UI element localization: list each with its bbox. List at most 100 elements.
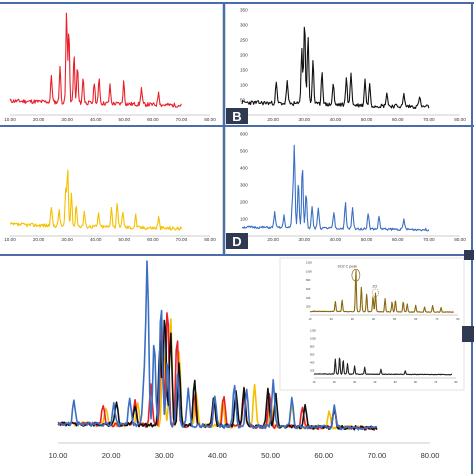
x-tick-label: 70.00: [367, 451, 386, 460]
y-tick-label: 500: [240, 149, 248, 154]
x-tick-label: 40.00: [90, 117, 102, 122]
x-tick-label: 80.00: [454, 237, 466, 242]
overlay-chart: 10.00 20.00 30.00 40.00 50.00 60.00 70.00 80.00: [49, 260, 440, 460]
series-line: [57, 260, 378, 431]
x-tick-label: 50: [394, 380, 397, 384]
x-tick-label: 30: [351, 317, 354, 321]
inset-f-chart: 10 20 30 40 50 60 70 80 200 400 600 800 1000 1200: [310, 329, 458, 385]
x-tick-label: 80.00: [421, 451, 440, 460]
x-tick-label: 70.00: [176, 237, 188, 242]
x-tick-label: 80: [455, 380, 458, 384]
x-tick-label: 50.00: [361, 117, 373, 122]
x-tick-label: 40.00: [330, 237, 342, 242]
x-tick-label: 50.00: [119, 117, 131, 122]
x-tick-label: 20: [330, 317, 333, 321]
x-tick-label: 20: [333, 380, 336, 384]
y-tick-label: 300: [240, 183, 248, 188]
x-tick-label: 50.00: [119, 237, 131, 242]
series-line: [309, 270, 454, 313]
x-tick-label: 20.00: [33, 237, 45, 242]
x-tick-label: 60: [414, 380, 417, 384]
inset-e-chart: 10 20 30 40 50 60 70 80 200 400 600 800 1000 1200 SO2 …: [306, 261, 460, 322]
y-tick-label: 1000: [306, 269, 312, 273]
x-tick-label: 70.00: [423, 237, 435, 242]
peak-annotation: ZO: [372, 285, 377, 289]
y-tick-label: 1200: [306, 261, 312, 265]
x-tick-label: 50: [393, 317, 396, 321]
x-tick-label: 30.00: [61, 237, 73, 242]
panel-letter-d: D: [232, 234, 241, 249]
x-tick-label: 10: [313, 380, 316, 384]
x-tick-label: 30.00: [299, 117, 311, 122]
series-line: [9, 12, 182, 108]
x-tick-label: 60.00: [147, 237, 159, 242]
y-tick-label: 400: [306, 296, 311, 300]
peak-annotation: SO2 C peak: [337, 264, 357, 268]
x-tick-label: 30: [353, 380, 356, 384]
x-tick-label: 60.00: [392, 237, 404, 242]
x-tick-label: 20.00: [33, 117, 45, 122]
x-tick-label: 70: [435, 317, 438, 321]
y-tick-label: 200: [240, 200, 248, 205]
peak-circle: [372, 288, 379, 298]
x-tick-label: 40: [372, 317, 375, 321]
x-tick-label: 60.00: [147, 117, 159, 122]
x-tick-label: 20.00: [102, 451, 121, 460]
y-tick-label: 800: [306, 278, 311, 282]
x-tick-label: 30.00: [155, 451, 174, 460]
x-tick-label: 70.00: [176, 117, 188, 122]
x-tick-label: 80.00: [204, 117, 216, 122]
y-tick-label: 150: [240, 68, 248, 73]
x-tick-label: 10: [309, 317, 312, 321]
y-tick-label: 200: [310, 369, 315, 373]
y-tick-label: 100: [240, 217, 248, 222]
y-tick-label: 200: [306, 305, 311, 309]
x-tick-label: 50.00: [261, 451, 280, 460]
y-tick-label: 600: [240, 132, 248, 137]
x-tick-label: 40: [373, 380, 376, 384]
x-tick-label: 60.00: [392, 117, 404, 122]
y-tick-label: 250: [240, 38, 248, 43]
inset-box: [279, 257, 465, 391]
inset-letter-badge-cropped: [462, 326, 474, 342]
x-tick-label: 20.00: [267, 237, 279, 242]
x-tick-label: 40.00: [90, 237, 102, 242]
x-tick-label: 60: [414, 317, 417, 321]
panel-d-chart: 10.0020.0030.0040.0050.0060.0070.0080.00…: [236, 132, 466, 243]
panel-letter-badge-cropped: [464, 250, 474, 260]
series-line: [313, 357, 453, 376]
series-line: [241, 26, 430, 110]
x-tick-label: 10.00: [4, 237, 16, 242]
x-tick-label: 50.00: [361, 237, 373, 242]
panel-b-chart: 10.0020.0030.0040.0050.0060.0070.0080.00…: [236, 8, 466, 123]
x-tick-label: 80.00: [454, 117, 466, 122]
panel-letter-b: B: [232, 109, 241, 124]
x-tick-label: 20.00: [267, 117, 279, 122]
x-tick-label: 30.00: [299, 237, 311, 242]
x-tick-label: 40.00: [330, 117, 342, 122]
x-tick-label: 30.00: [61, 117, 73, 122]
y-tick-label: 1000: [310, 337, 316, 341]
x-tick-label: 70: [434, 380, 437, 384]
peak-circle: [351, 268, 361, 282]
panel-letter-d-badge: D: [226, 233, 248, 249]
y-tick-label: 50: [240, 98, 246, 103]
y-tick-label: 600: [306, 287, 311, 291]
x-tick-label: 80: [457, 317, 460, 321]
panel-c-chart: 10.00 20.00 30.00 40.00 50.00 60.00 70.00 80.00: [4, 169, 216, 242]
y-tick-label: 600: [310, 353, 315, 357]
x-tick-label: 70.00: [423, 117, 435, 122]
y-tick-label: 400: [240, 166, 248, 171]
y-tick-label: 400: [310, 361, 315, 365]
y-tick-label: 300: [240, 23, 248, 28]
y-tick-label: 1200: [310, 329, 316, 333]
y-tick-label: 800: [310, 345, 315, 349]
panel-letter-b-badge: B: [226, 108, 248, 124]
x-tick-label: 60.00: [314, 451, 333, 460]
x-tick-label: 10.00: [49, 451, 68, 460]
y-tick-label: 200: [240, 53, 248, 58]
series-line: [241, 144, 430, 232]
panel-a-chart: 10.00 20.00 30.00 40.00 50.00 60.00 70.00 80.00: [4, 12, 216, 122]
series-line: [9, 169, 182, 231]
